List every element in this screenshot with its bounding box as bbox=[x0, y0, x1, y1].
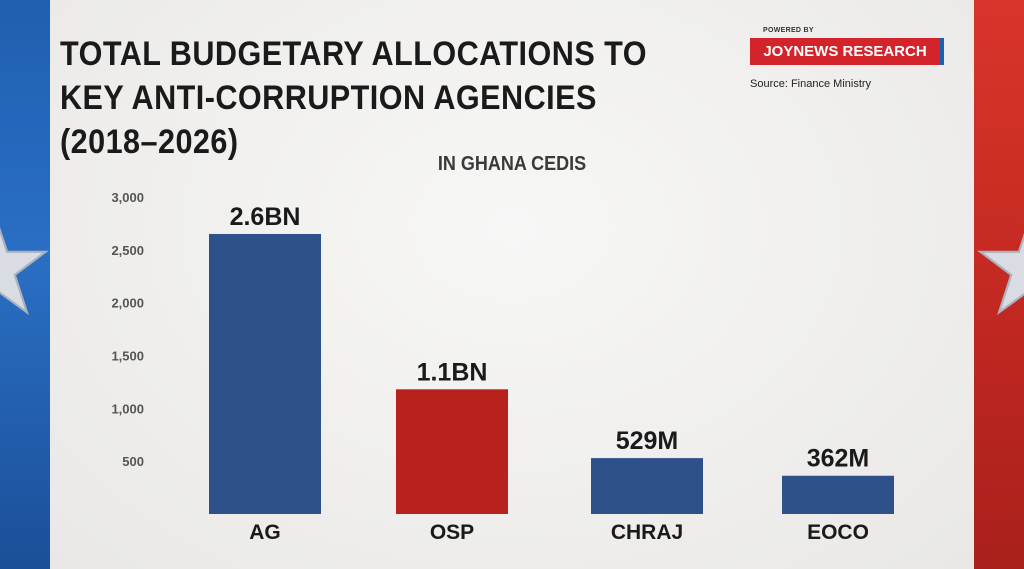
right-red-strip bbox=[974, 0, 1024, 569]
brand-badge: JOYNEWS RESEARCH bbox=[750, 38, 944, 65]
chart-title: TOTAL BUDGETARY ALLOCATIONS TO KEY ANTI-… bbox=[60, 35, 647, 161]
y-tick-label: 2,000 bbox=[111, 296, 144, 311]
y-tick-label: 3,000 bbox=[111, 190, 144, 205]
chart-panel: TOTAL BUDGETARY ALLOCATIONS TO KEY ANTI-… bbox=[50, 0, 974, 569]
x-tick-label: CHRAJ bbox=[611, 521, 683, 544]
data-label: 529M bbox=[616, 427, 679, 455]
data-label: 2.6BN bbox=[230, 203, 301, 231]
y-tick-label: 2,500 bbox=[111, 243, 144, 258]
data-label: 1.1BN bbox=[417, 358, 488, 386]
star-icon bbox=[0, 227, 49, 316]
bar-eoco bbox=[782, 475, 894, 514]
y-tick-label: 1,000 bbox=[111, 401, 144, 416]
x-tick-label: OSP bbox=[430, 521, 474, 544]
left-blue-strip bbox=[0, 0, 50, 569]
y-tick-label: 1,500 bbox=[111, 349, 144, 364]
bar-ag bbox=[209, 233, 321, 514]
y-tick-label: 500 bbox=[122, 454, 144, 469]
chart-subtitle: IN GHANA CEDIS bbox=[437, 153, 587, 175]
source-note: Source: Finance Ministry bbox=[750, 78, 872, 90]
bar-chart: 500 1,000 1,500 2,000 2,500 3,000 2.6BN AG 1.1BN… bbox=[111, 190, 894, 544]
powered-by-label: POWERED BY bbox=[763, 27, 814, 34]
star-icon bbox=[977, 233, 1024, 316]
bar-chraj bbox=[591, 458, 703, 514]
bar-osp bbox=[396, 389, 508, 514]
x-tick-label: AG bbox=[249, 521, 281, 544]
x-tick-label: EOCO bbox=[807, 521, 869, 544]
data-label: 362M bbox=[807, 445, 870, 473]
